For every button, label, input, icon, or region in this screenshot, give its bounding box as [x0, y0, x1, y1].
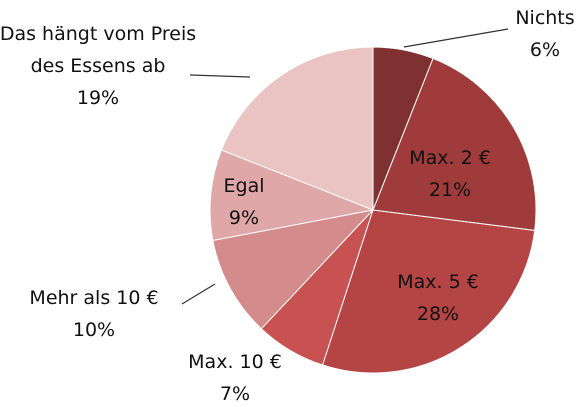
pie-slice: [321, 209, 536, 374]
pie-slice: [220, 46, 374, 211]
category-label: Das hängt vom Preis des Essens ab: [0, 23, 197, 77]
slice-label: Nichts 6%: [515, 2, 574, 66]
category-label: Egal: [223, 175, 265, 197]
leader-line: [181, 283, 216, 305]
value-label: 6%: [529, 39, 561, 61]
slice-label: Mehr als 10 € 10%: [29, 282, 158, 346]
pie-slice: [372, 46, 434, 211]
value-label: 28%: [416, 303, 460, 325]
category-label: Nichts: [515, 7, 575, 29]
leader-line: [403, 28, 509, 48]
slice-label: Max. 2 € 21%: [409, 142, 491, 206]
slice-label: Max. 5 € 28%: [397, 266, 479, 330]
category-label: Mehr als 10 €: [29, 287, 159, 309]
value-label: 10%: [72, 319, 116, 341]
slice-label: Egal 9%: [224, 170, 265, 234]
pie-slice: [212, 209, 375, 330]
pie-slice: [209, 149, 375, 242]
category-label: Max. 10 €: [188, 351, 282, 373]
category-label: Max. 2 €: [409, 147, 491, 169]
slice-label: Max. 10 € 7%: [188, 346, 282, 407]
value-label: 7%: [219, 383, 251, 405]
value-label: 19%: [76, 87, 120, 109]
value-label: 9%: [228, 207, 260, 229]
leader-line: [189, 74, 251, 78]
slice-label: Das hängt vom Preis des Essens ab 19%: [0, 18, 198, 114]
pie-slice: [372, 57, 537, 231]
category-label: Max. 5 €: [397, 271, 479, 293]
value-label: 21%: [428, 179, 472, 201]
